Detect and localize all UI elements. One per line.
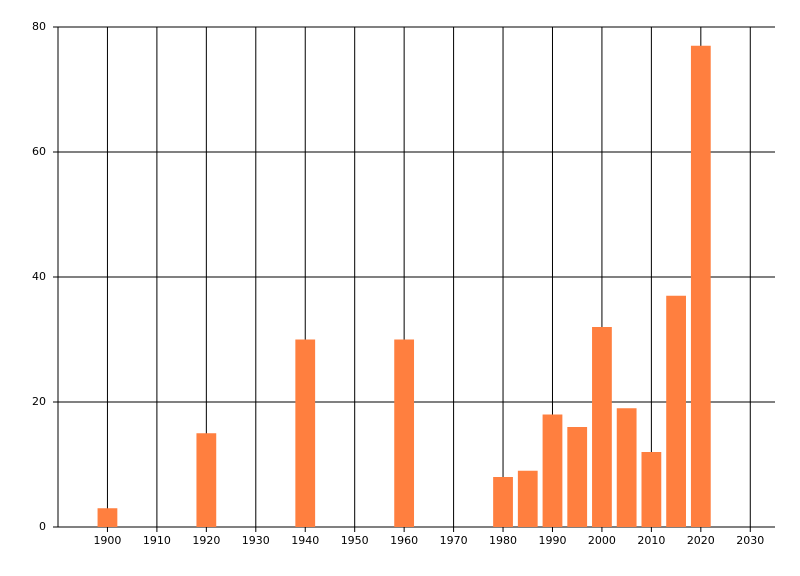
bar — [196, 433, 217, 527]
x-tick-label: 2010 — [637, 534, 665, 547]
x-tick-label: 1900 — [93, 534, 121, 547]
x-tick-label: 1960 — [390, 534, 418, 547]
y-tick-label: 60 — [32, 145, 46, 158]
x-tick-label: 2000 — [588, 534, 616, 547]
bar — [690, 45, 711, 527]
x-tick-label: 1940 — [291, 534, 319, 547]
bar — [493, 477, 513, 527]
bar — [517, 470, 538, 527]
x-tick-label: 2020 — [687, 534, 715, 547]
bar — [616, 408, 637, 527]
bar — [592, 327, 612, 527]
bar — [641, 452, 662, 527]
x-tick-label: 1950 — [341, 534, 369, 547]
x-tick-label: 2030 — [736, 534, 764, 547]
bar — [97, 508, 118, 527]
x-tick-label: 1970 — [440, 534, 468, 547]
bar — [567, 427, 588, 527]
x-tick-label: 1910 — [143, 534, 171, 547]
bar — [542, 414, 563, 527]
bar — [295, 339, 316, 527]
bar — [394, 339, 415, 527]
x-tick-label: 1990 — [538, 534, 566, 547]
x-tick-label: 1980 — [489, 534, 517, 547]
y-tick-label: 0 — [39, 520, 46, 533]
y-tick-label: 80 — [32, 20, 46, 33]
y-tick-label: 20 — [32, 395, 46, 408]
bar — [666, 295, 686, 527]
x-tick-label: 1930 — [242, 534, 270, 547]
x-tick-label: 1920 — [192, 534, 220, 547]
y-tick-label: 40 — [32, 270, 46, 283]
